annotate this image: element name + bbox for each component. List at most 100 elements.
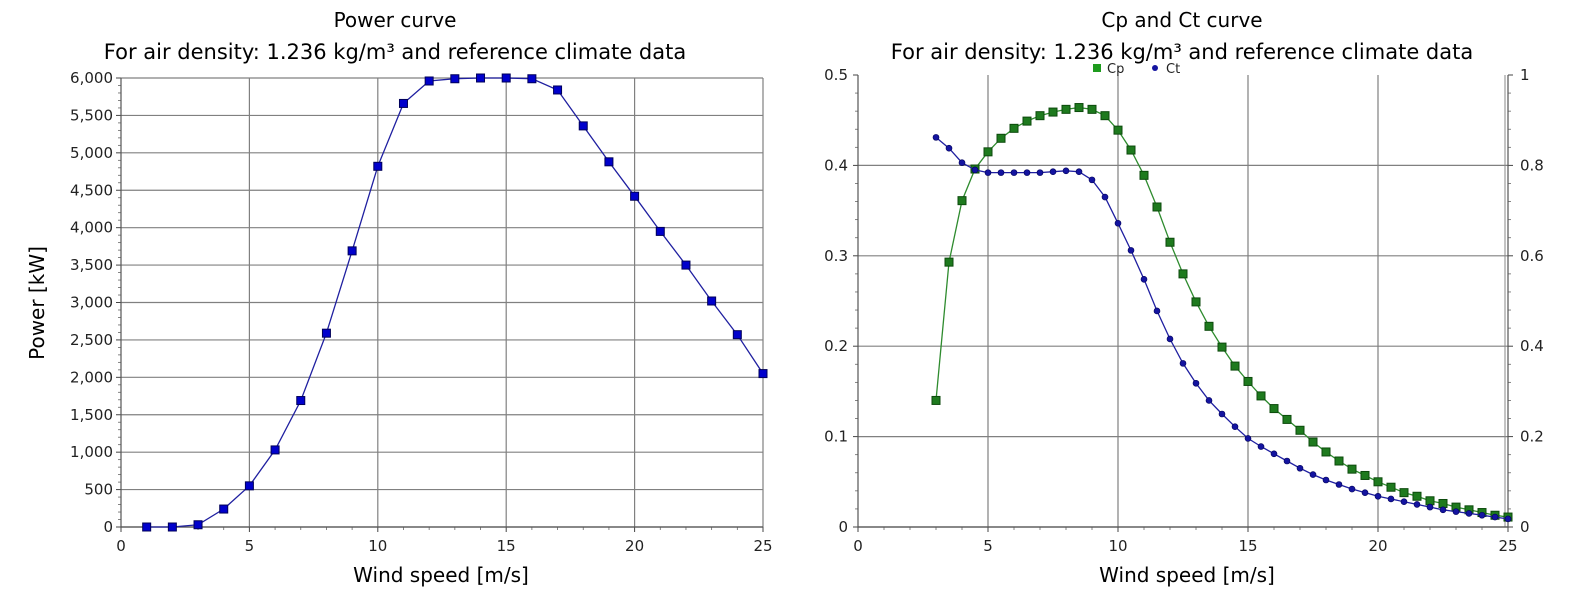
cpct-y-tick-label: 0.1: [824, 428, 848, 446]
cp-data-point: [983, 147, 993, 157]
ct-data-point: [1257, 443, 1265, 450]
power-y-tick-label: 0: [103, 518, 113, 536]
power-y-tick-label: 2,500: [70, 331, 113, 349]
power-marks: [142, 73, 768, 532]
power-data-point: [373, 161, 383, 171]
power-x-tick-label: 10: [368, 537, 387, 555]
cp-data-point: [996, 133, 1006, 143]
cpct-y-tick-label: 0.3: [824, 247, 848, 265]
power-chart-subtitle: For air density: 1.236 kg/m³ and referen…: [103, 40, 687, 64]
power-data-point: [758, 369, 768, 379]
power-y-tick-label: 500: [84, 481, 113, 499]
ct-data-point: [1101, 193, 1109, 201]
ct-data-point: [1140, 276, 1148, 283]
cp-data-point: [931, 395, 941, 405]
ct-data-point: [1153, 307, 1161, 315]
ct-series-line: [935, 136, 1509, 520]
cpct-x-tick-label: 25: [1498, 537, 1517, 555]
power-y-axis-label: Power [kW]: [25, 246, 49, 360]
power-y-tick-label: 4,000: [70, 219, 113, 237]
cpct-y2-tick-label: 0.4: [1520, 337, 1544, 355]
cpct-x-tick-label: 20: [1368, 537, 1387, 555]
ct-data-point: [1426, 503, 1434, 511]
legend-ct-swatch: [1152, 65, 1158, 71]
cp-data-point: [1061, 104, 1071, 114]
cp-data-point: [1113, 125, 1123, 135]
power-data-point: [450, 74, 460, 84]
cp-data-point: [1412, 491, 1422, 501]
power-x-tick-label: 0: [116, 537, 126, 555]
power-axes: 0 500 1,000 1,500 2,000 2,500 3,000 3,500 4,000 4…: [70, 69, 773, 555]
legend-ct-label: Ct: [1166, 62, 1180, 77]
cp-data-point: [1178, 269, 1188, 279]
ct-data-point: [1088, 176, 1096, 184]
cpct-x-axis-label: Wind speed [m/s]: [1099, 563, 1275, 587]
cp-data-point: [1373, 477, 1383, 487]
power-y-tick-label: 3,000: [70, 294, 113, 312]
power-y-tick-label: 5,000: [70, 144, 113, 162]
ct-data-point: [1075, 168, 1083, 176]
cp-data-point: [1165, 237, 1175, 247]
ct-data-point: [1296, 464, 1304, 472]
ct-data-point: [1179, 360, 1187, 367]
cpct-y2-tick-label: 0.6: [1520, 247, 1544, 265]
ct-data-point: [1504, 515, 1512, 523]
power-data-point: [398, 98, 408, 108]
cp-data-point: [1321, 447, 1331, 457]
cp-data-point: [1191, 297, 1201, 307]
ct-data-point: [1036, 169, 1044, 176]
cp-data-point: [1334, 456, 1344, 466]
cp-data-point: [1360, 470, 1370, 480]
cp-series-line: [935, 106, 1509, 518]
cpct-legend: Cp Ct: [1093, 62, 1180, 77]
cp-data-point: [1022, 116, 1032, 126]
cp-data-point: [1282, 414, 1292, 424]
power-data-point: [244, 481, 254, 491]
legend-cp-swatch: [1093, 64, 1101, 72]
cp-data-point: [1230, 361, 1240, 371]
power-data-point: [296, 396, 306, 406]
power-y-tick-label: 1,000: [70, 443, 113, 461]
ct-data-point: [997, 169, 1005, 176]
cp-data-point: [1074, 103, 1084, 113]
ct-data-point: [1010, 169, 1018, 176]
cp-data-point: [1009, 123, 1019, 133]
cpct-y-tick-label: 0.5: [824, 66, 848, 84]
cp-data-point: [1386, 482, 1396, 492]
cpct-x-tick-label: 0: [853, 537, 863, 555]
ct-data-point: [1127, 247, 1135, 254]
cp-data-point: [1035, 111, 1045, 121]
cpct-y2-tick-label: 0.2: [1520, 428, 1544, 446]
ct-data-point: [1231, 423, 1239, 430]
power-x-tick-label: 5: [245, 537, 255, 555]
ct-data-point: [1205, 397, 1213, 404]
cp-data-point: [1152, 202, 1162, 212]
ct-data-point: [1374, 492, 1382, 500]
ct-data-point: [1491, 513, 1499, 521]
power-data-point: [193, 520, 203, 530]
cp-data-point: [957, 196, 967, 206]
power-data-point: [707, 296, 717, 306]
ct-data-point: [958, 159, 966, 166]
cp-data-point: [1308, 437, 1318, 447]
power-y-tick-label: 2,000: [70, 368, 113, 386]
cpct-chart-subtitle: For air density: 1.236 kg/m³ and referen…: [890, 40, 1474, 64]
power-data-point: [553, 85, 563, 95]
cp-data-point: [1438, 498, 1448, 508]
power-data-point: [630, 191, 640, 201]
cpct-y-tick-label: 0: [838, 518, 848, 536]
ct-data-point: [1322, 476, 1330, 484]
power-data-point: [476, 73, 486, 83]
ct-data-point: [984, 169, 992, 176]
power-data-point: [270, 445, 280, 455]
cp-data-point: [1048, 107, 1058, 117]
ct-data-point: [1192, 379, 1200, 387]
power-curve-chart: 0 500 1,000 1,500 2,000 2,500 3,000 3,500 4,000 4…: [25, 69, 773, 587]
ct-data-point: [1283, 457, 1291, 465]
cp-data-point: [1269, 404, 1279, 414]
ct-data-point: [945, 144, 953, 152]
ct-data-point: [1049, 168, 1057, 176]
cpct-grid: [858, 75, 1508, 528]
ct-data-point: [1270, 450, 1278, 458]
cp-data-point: [1399, 488, 1409, 498]
